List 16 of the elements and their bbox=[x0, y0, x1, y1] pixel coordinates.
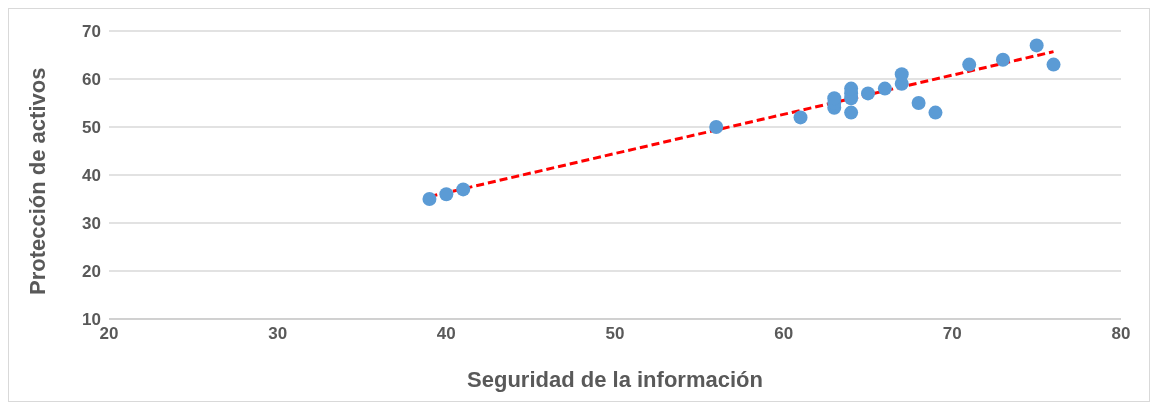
y-tick-label: 70 bbox=[82, 22, 101, 42]
y-tick-label: 60 bbox=[82, 70, 101, 90]
y-tick-label: 50 bbox=[82, 118, 101, 138]
x-tick-label: 30 bbox=[268, 324, 288, 344]
x-tick-label: 60 bbox=[774, 324, 794, 344]
x-tick-label: 20 bbox=[99, 324, 119, 344]
x-axis-title: Seguridad de la información bbox=[467, 367, 763, 392]
x-tick-label: 40 bbox=[436, 324, 456, 344]
x-tick-label: 80 bbox=[1111, 324, 1131, 344]
y-tick-label: 10 bbox=[82, 310, 101, 330]
y-axis-title: Protección de activos bbox=[24, 67, 50, 295]
x-tick-label: 50 bbox=[605, 324, 625, 344]
y-tick-label: 40 bbox=[82, 166, 101, 186]
x-tick-label: 70 bbox=[942, 324, 962, 344]
y-tick-label: 20 bbox=[82, 262, 101, 282]
y-tick-label: 30 bbox=[82, 214, 101, 234]
